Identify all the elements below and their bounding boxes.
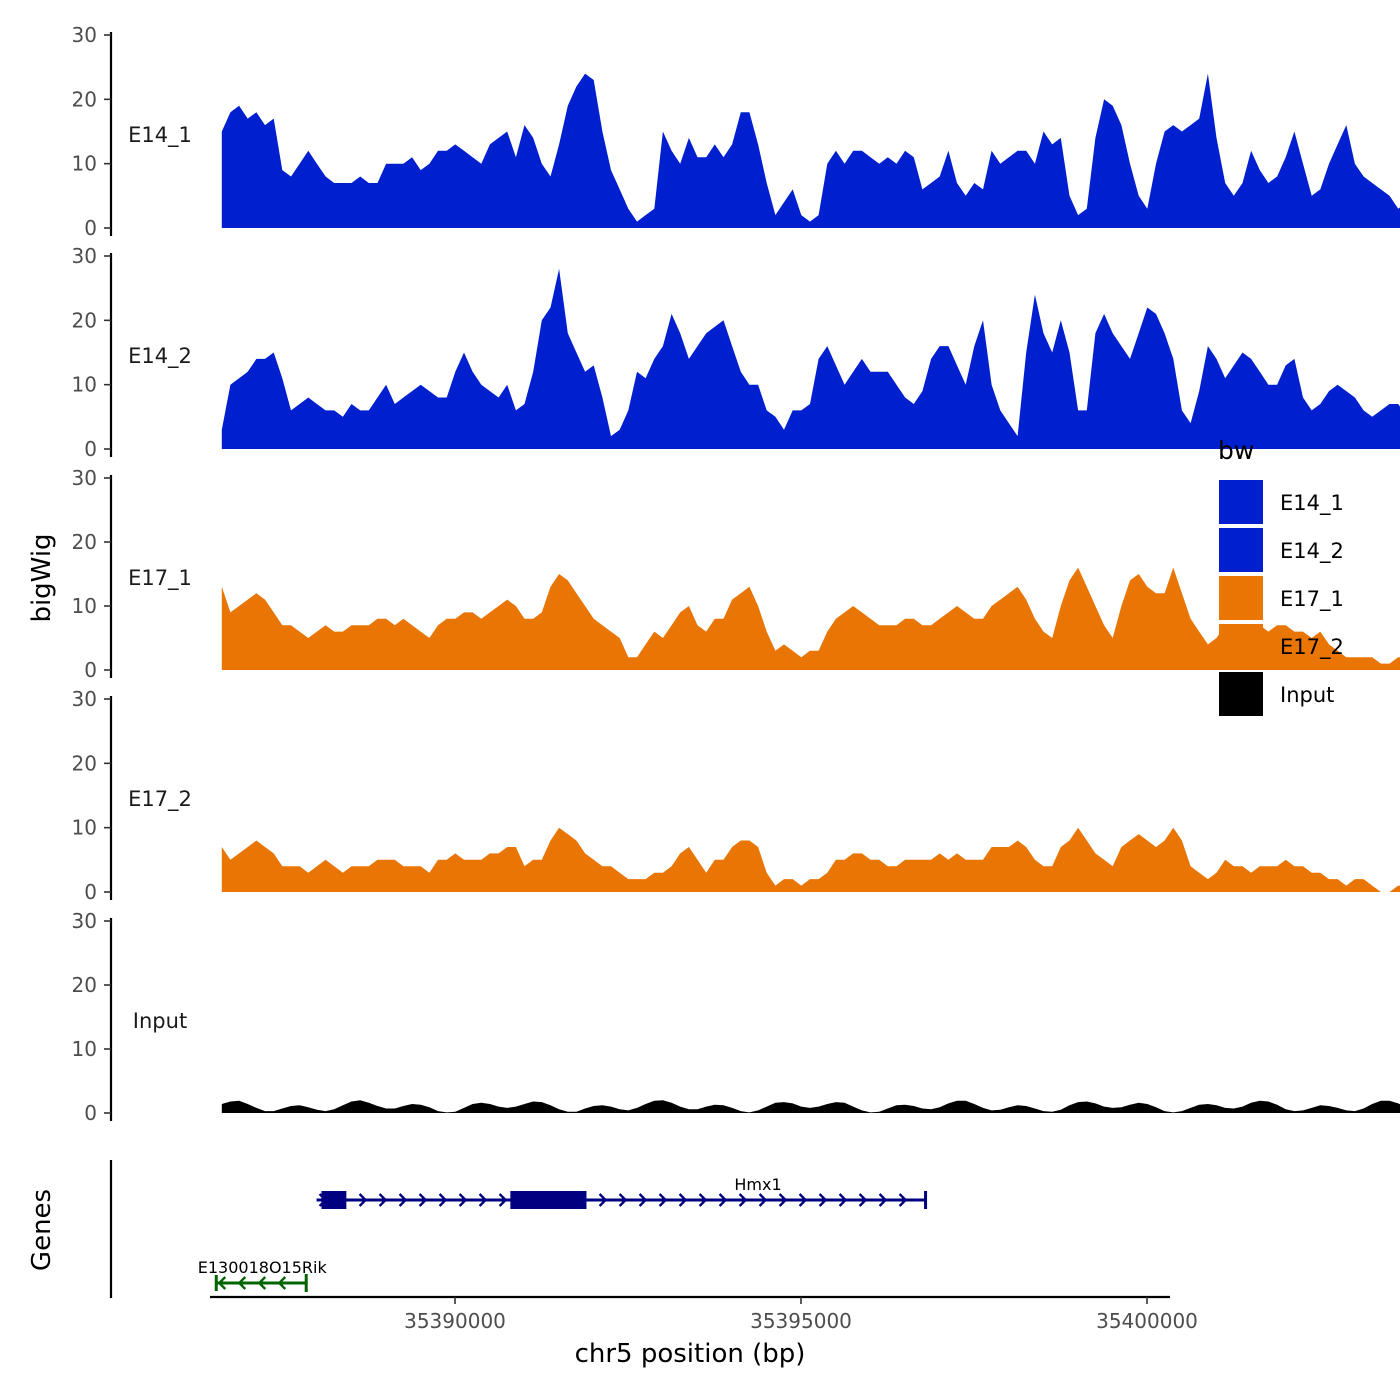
y-tick-label: 10 — [72, 373, 97, 397]
strand-arrow — [358, 1193, 368, 1207]
strand-arrow — [638, 1193, 648, 1207]
track-panel-e14_2: 0 10 20 30 E14_2 — [72, 244, 1400, 461]
coverage-area-e14_2 — [221, 268, 1400, 449]
strand-arrow — [658, 1193, 668, 1207]
y-tick-label: 30 — [72, 244, 97, 268]
legend-label: E14_1 — [1280, 491, 1344, 516]
y-tick-label: 20 — [72, 973, 97, 997]
x-tick-label: 35400000 — [1096, 1309, 1198, 1333]
y-tick-label: 10 — [72, 816, 97, 840]
y-tick-label: 10 — [72, 152, 97, 176]
strand-arrow — [898, 1193, 908, 1207]
y-tick-label: 10 — [72, 594, 97, 618]
genes-axis-title: Genes — [27, 1189, 57, 1271]
y-tick-label: 0 — [84, 437, 97, 461]
strand-arrow — [458, 1193, 468, 1207]
strand-arrow — [598, 1193, 608, 1207]
y-tick-label: 0 — [84, 880, 97, 904]
strand-arrow — [217, 1276, 227, 1290]
strand-arrow — [378, 1193, 388, 1207]
legend-swatch — [1219, 672, 1263, 716]
strand-arrow — [398, 1193, 408, 1207]
track-panel-e14_1: 0 10 20 30 E14_1 — [72, 23, 1400, 240]
legend-entry-input: Input — [1219, 672, 1334, 716]
legend-entry-e14_1: E14_1 — [1219, 480, 1344, 524]
gene-hmx1: Hmx1 — [316, 1175, 928, 1209]
track-label: E14_2 — [128, 344, 192, 369]
strand-arrow — [798, 1193, 808, 1207]
y-tick-label: 30 — [72, 23, 97, 47]
gene-e130018o15rik: E130018O15Rik — [198, 1258, 328, 1292]
legend-label: Input — [1280, 683, 1334, 707]
strand-arrow — [418, 1193, 428, 1207]
y-tick-label: 20 — [72, 530, 97, 554]
gene-name-label: E130018O15Rik — [198, 1258, 328, 1277]
exon-block — [510, 1191, 587, 1209]
x-tick-label: 35395000 — [750, 1309, 852, 1333]
y-tick-label: 0 — [84, 1101, 97, 1125]
y-tick-label: 20 — [72, 308, 97, 332]
legend-label: E17_2 — [1280, 635, 1344, 660]
x-axis: 35390000 35395000 35400000 — [210, 1295, 1198, 1333]
y-tick-label: 0 — [84, 216, 97, 240]
coverage-area-e14_1 — [221, 73, 1400, 228]
track-label: E17_2 — [128, 787, 192, 812]
legend-label: E14_2 — [1280, 539, 1344, 564]
legend-entry-e17_2: E17_2 — [1219, 624, 1344, 668]
strand-arrow — [277, 1276, 287, 1290]
y-tick-label: 20 — [72, 751, 97, 775]
strand-arrow — [257, 1276, 267, 1290]
legend-swatch — [1219, 480, 1263, 524]
coverage-area-e17_2 — [221, 827, 1400, 892]
track-panel-e17_1: 0 10 20 30 E17_1 — [72, 466, 1400, 682]
strand-arrow — [478, 1193, 488, 1207]
track-panel-e17_2: 0 10 20 30 E17_2 — [72, 687, 1400, 904]
strand-arrow — [718, 1193, 728, 1207]
strand-arrow — [878, 1193, 888, 1207]
strand-arrow — [498, 1193, 508, 1207]
gene-name-label: Hmx1 — [734, 1175, 781, 1194]
track-label: Input — [133, 1009, 187, 1033]
track-label: E17_1 — [128, 566, 192, 591]
y-tick-label: 30 — [72, 687, 97, 711]
track-panel-input: 0 10 20 30 Input — [72, 909, 1400, 1125]
strand-arrow — [618, 1193, 628, 1207]
legend-swatch — [1219, 576, 1263, 620]
coverage-tracks: 0 10 20 30 E14_1 0 10 20 30 E14_2 0 10 20 30 E17_1 0 10 2… — [72, 23, 1400, 1125]
legend-entry-e14_2: E14_2 — [1219, 528, 1344, 572]
strand-arrow — [738, 1193, 748, 1207]
strand-arrow — [438, 1193, 448, 1207]
exon-block — [321, 1191, 347, 1209]
strand-arrow — [838, 1193, 848, 1207]
legend-label: E17_1 — [1280, 587, 1344, 612]
coverage-area-input — [221, 1100, 1400, 1113]
y-tick-label: 30 — [72, 466, 97, 490]
strand-arrow — [758, 1193, 768, 1207]
strand-arrow — [698, 1193, 708, 1207]
legend-swatch — [1219, 624, 1263, 668]
x-axis-title: chr5 position (bp) — [575, 1339, 806, 1369]
strand-arrow — [818, 1193, 828, 1207]
y-tick-label: 20 — [72, 87, 97, 111]
strand-arrow — [778, 1193, 788, 1207]
legend-title: bw — [1218, 436, 1254, 465]
y-tick-label: 0 — [84, 658, 97, 682]
strand-arrow — [678, 1193, 688, 1207]
coverage-area-e17_1 — [221, 567, 1400, 670]
track-label: E14_1 — [128, 123, 192, 148]
y-tick-label: 10 — [72, 1037, 97, 1061]
gene-annotation-track: Hmx1 E130018O15Rik — [109, 1160, 928, 1298]
legend-entry-e17_1: E17_1 — [1219, 576, 1344, 620]
y-tick-label: 30 — [72, 909, 97, 933]
x-tick-label: 35390000 — [404, 1309, 506, 1333]
y-axis-title: bigWig — [27, 533, 57, 622]
legend-swatch — [1219, 528, 1263, 572]
strand-arrow — [237, 1276, 247, 1290]
legend: bw E14_1 E14_2 E17_1 E17_2 Input — [1218, 436, 1344, 716]
strand-arrow — [858, 1193, 868, 1207]
